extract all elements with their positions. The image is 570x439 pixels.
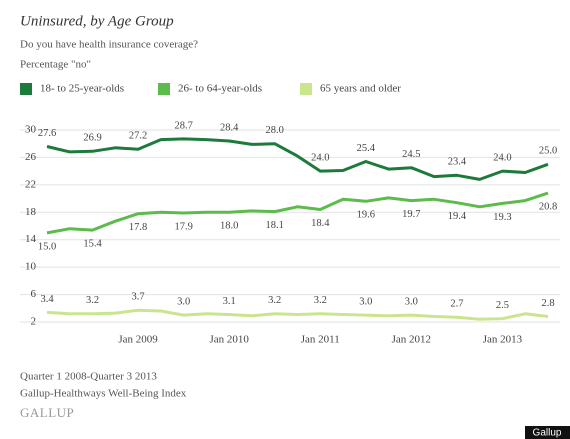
data-label: 19.3 [493, 212, 511, 223]
data-label: 25.0 [539, 146, 557, 157]
legend-swatch [20, 83, 32, 95]
data-label: 2.5 [496, 300, 509, 311]
badge: Gallup [533, 428, 562, 439]
y-tick-label: 6 [31, 288, 37, 300]
data-label: 3.2 [268, 295, 281, 306]
legend-label: 65 years and older [320, 83, 401, 95]
data-label: 26.9 [83, 133, 101, 144]
data-label: 18.4 [311, 218, 330, 229]
y-tick-label: 30 [25, 124, 37, 136]
y-tick-label: 10 [25, 261, 37, 273]
x-tick-label: Jan 2010 [209, 334, 249, 346]
y-tick-label: 22 [25, 178, 36, 190]
series-line [46, 191, 549, 235]
data-label: 19.6 [357, 210, 375, 221]
data-label: 3.2 [86, 295, 99, 306]
data-label: 20.8 [539, 201, 557, 212]
data-label: 3.2 [314, 295, 327, 306]
logo: GALLUP [20, 405, 74, 420]
data-label: 23.4 [448, 157, 467, 168]
data-label: 3.0 [359, 297, 372, 308]
data-label: 27.2 [129, 131, 147, 142]
x-tick-label: Jan 2009 [118, 334, 158, 346]
data-label: 2.8 [541, 298, 554, 309]
data-label: 18.1 [266, 220, 284, 231]
data-label: 28.7 [174, 120, 192, 131]
y-axis-label: Percentage "no" [20, 59, 91, 71]
data-label: 25.4 [357, 143, 376, 154]
data-label: 18.0 [220, 221, 238, 232]
data-label: 17.9 [174, 221, 192, 232]
data-label: 28.4 [220, 122, 239, 133]
y-tick-label: 2 [31, 316, 37, 328]
data-label: 3.7 [132, 292, 145, 303]
y-tick-label: 26 [25, 151, 37, 163]
y-tick-label: 18 [25, 206, 37, 218]
chart-title: Uninsured, by Age Group [20, 13, 174, 29]
legend-label: 26- to 64-year-olds [178, 83, 262, 95]
x-tick-label: Jan 2012 [392, 334, 431, 346]
data-label: 24.5 [402, 149, 420, 160]
series-line [46, 137, 549, 181]
legend-swatch [300, 83, 312, 95]
y-tick-label: 14 [25, 233, 37, 245]
legend-swatch [158, 83, 170, 95]
legend-label: 18- to 25-year-olds [40, 83, 124, 95]
chart-subtitle: Do you have health insurance coverage? [20, 39, 198, 51]
data-label: 19.4 [448, 211, 467, 222]
badge-bg [525, 426, 570, 439]
data-label: 19.7 [402, 209, 420, 220]
data-label: 3.1 [223, 296, 236, 307]
data-label: 15.0 [38, 241, 56, 252]
data-label: 17.8 [129, 222, 147, 233]
x-tick-label: Jan 2011 [301, 334, 340, 346]
data-label: 3.0 [177, 297, 190, 308]
x-tick-label: Jan 2013 [483, 334, 523, 346]
data-label: 3.0 [405, 297, 418, 308]
data-label: 3.4 [40, 294, 54, 305]
footnote: Gallup-Healthways Well-Being Index [20, 388, 187, 400]
data-label: 27.6 [38, 128, 56, 139]
data-label: 2.7 [450, 299, 463, 310]
data-label: 15.4 [83, 239, 102, 250]
data-label: 24.0 [311, 153, 329, 164]
data-label: 24.0 [493, 153, 511, 164]
data-label: 28.0 [266, 125, 284, 136]
series-line [46, 308, 549, 321]
footnote: Quarter 1 2008-Quarter 3 2013 [20, 371, 157, 383]
